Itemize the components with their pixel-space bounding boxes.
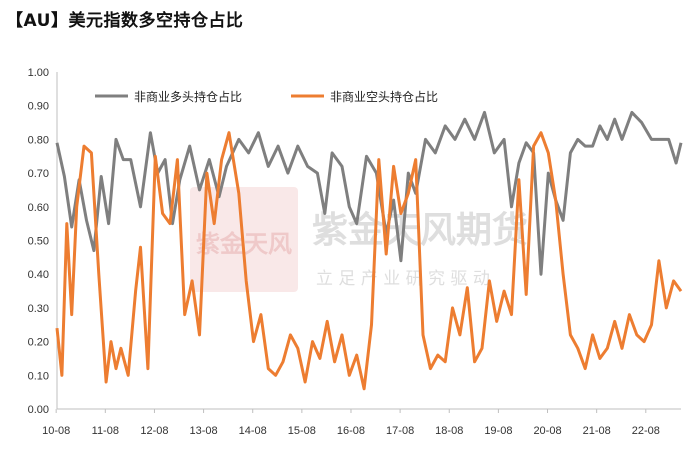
x-tick-label: 19-08 (484, 425, 512, 437)
legend: 非商业多头持仓占比 非商业空头持仓占比 (95, 89, 438, 104)
x-tick-label: 21-08 (583, 425, 611, 437)
series-lines (55, 110, 683, 391)
y-tick-label: 0.50 (28, 236, 49, 248)
legend-label-short: 非商业空头持仓占比 (330, 89, 438, 104)
x-tick-label: 22-08 (632, 425, 660, 437)
watermark-slogan: 立 足 产 业 研 究 驱 动 (316, 269, 490, 289)
y-tick-label: 0.10 (28, 370, 49, 382)
x-tick-label: 18-08 (435, 425, 463, 437)
y-tick-label: 0.70 (28, 168, 49, 180)
x-tick-label: 11-08 (92, 425, 119, 437)
y-axis-ticks: 0.00 0.10 0.20 0.30 0.40 0.50 0.60 0.70 0.80 0.90… (28, 67, 49, 416)
series-line-long (55, 110, 683, 276)
y-tick-label: 0.40 (28, 269, 49, 281)
y-tick-label: 0.80 (28, 134, 49, 146)
x-tick-label: 10-08 (42, 425, 70, 437)
y-tick-label: 1.00 (28, 67, 49, 79)
x-tick-label: 12-08 (140, 425, 168, 437)
x-tick-label: 17-08 (386, 425, 414, 437)
y-tick-label: 0.60 (28, 202, 49, 214)
legend-label-long: 非商业多头持仓占比 (134, 89, 242, 104)
x-tick-label: 14-08 (239, 425, 267, 437)
x-tick-label: 16-08 (337, 425, 365, 437)
y-tick-label: 0.90 (28, 101, 49, 113)
x-axis-ticks: 10-08 11-08 12-08 13-08 14-08 15-08 16-08 17-08… (42, 409, 660, 437)
x-tick-label: 20-08 (533, 425, 561, 437)
chart-title: 【AU】美元指数多空持仓占比 (6, 11, 244, 31)
series-line-short (55, 131, 683, 391)
x-tick-label: 15-08 (288, 425, 316, 437)
x-tick-label: 13-08 (190, 425, 218, 437)
y-tick-label: 0.30 (28, 303, 49, 315)
y-tick-label: 0.00 (28, 404, 49, 416)
y-tick-label: 0.20 (28, 337, 49, 349)
